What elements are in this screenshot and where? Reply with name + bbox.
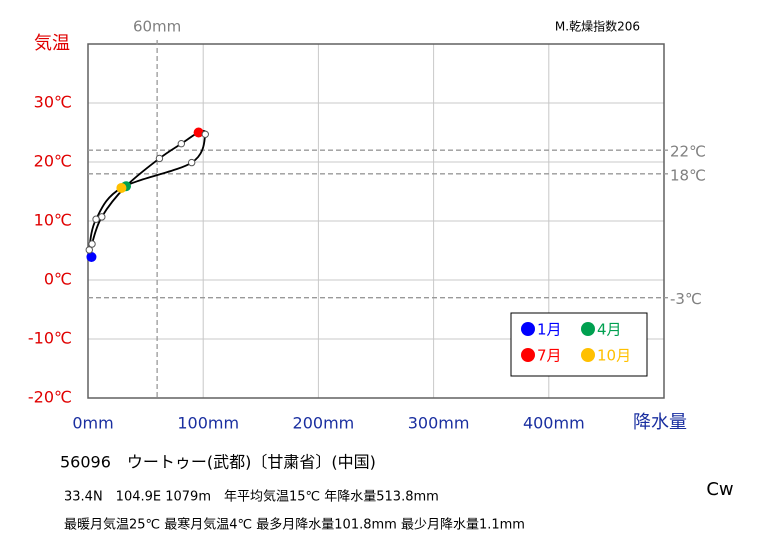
reference-label: 22℃ bbox=[670, 143, 706, 161]
month-point bbox=[193, 127, 204, 138]
legend-label: 4月 bbox=[597, 321, 622, 339]
x-tick-label: 400mm bbox=[523, 414, 585, 433]
legend-label: 10月 bbox=[597, 347, 631, 365]
month-point bbox=[187, 158, 196, 167]
x-tick-label: 100mm bbox=[177, 414, 239, 433]
month-point bbox=[116, 182, 127, 193]
reference-label: 60mm bbox=[133, 18, 181, 36]
x-tick-label: 200mm bbox=[293, 414, 355, 433]
month-point bbox=[88, 240, 96, 248]
legend-marker bbox=[521, 322, 535, 336]
legend-marker bbox=[521, 348, 535, 362]
info-line: 最暖月気温25℃ 最寒月気温4℃ 最多月降水量101.8mm 最少月降水量1.1… bbox=[64, 517, 525, 533]
station: 56096 ウートゥー(武都)〔甘粛省〕(中国) bbox=[60, 453, 376, 472]
month-point bbox=[155, 154, 164, 163]
y-tick-label: -20℃ bbox=[28, 388, 72, 407]
legend-label: 7月 bbox=[537, 347, 562, 365]
y-tick-label: 0℃ bbox=[44, 270, 72, 289]
month-point bbox=[86, 251, 97, 262]
x-axis-label: 降水量 bbox=[633, 412, 687, 433]
y-tick-label: -10℃ bbox=[28, 329, 72, 348]
climate-class: Cw bbox=[706, 479, 733, 500]
info-line: 33.4N 104.9E 1079m 年平均気温15℃ 年降水量513.8mm bbox=[64, 489, 439, 505]
plot-frame bbox=[87, 43, 665, 399]
legend-box bbox=[510, 312, 648, 377]
legend-label: 1月 bbox=[537, 321, 562, 339]
y-axis-label: 気温 bbox=[34, 33, 70, 54]
month-point bbox=[92, 215, 100, 223]
legend-marker bbox=[581, 348, 595, 362]
y-tick-label: 30℃ bbox=[34, 93, 72, 112]
month-point bbox=[177, 140, 186, 148]
legend-marker bbox=[581, 322, 595, 336]
y-tick-label: 20℃ bbox=[34, 152, 72, 171]
y-tick-label: 10℃ bbox=[34, 211, 72, 230]
month-point bbox=[201, 130, 209, 138]
month-point bbox=[85, 246, 93, 254]
x-tick-label: 0mm bbox=[72, 414, 113, 433]
index-label: M.乾燥指数206 bbox=[555, 19, 640, 34]
reference-label: 18℃ bbox=[670, 166, 706, 184]
reference-label: -3℃ bbox=[670, 290, 702, 308]
x-tick-label: 300mm bbox=[408, 414, 470, 433]
